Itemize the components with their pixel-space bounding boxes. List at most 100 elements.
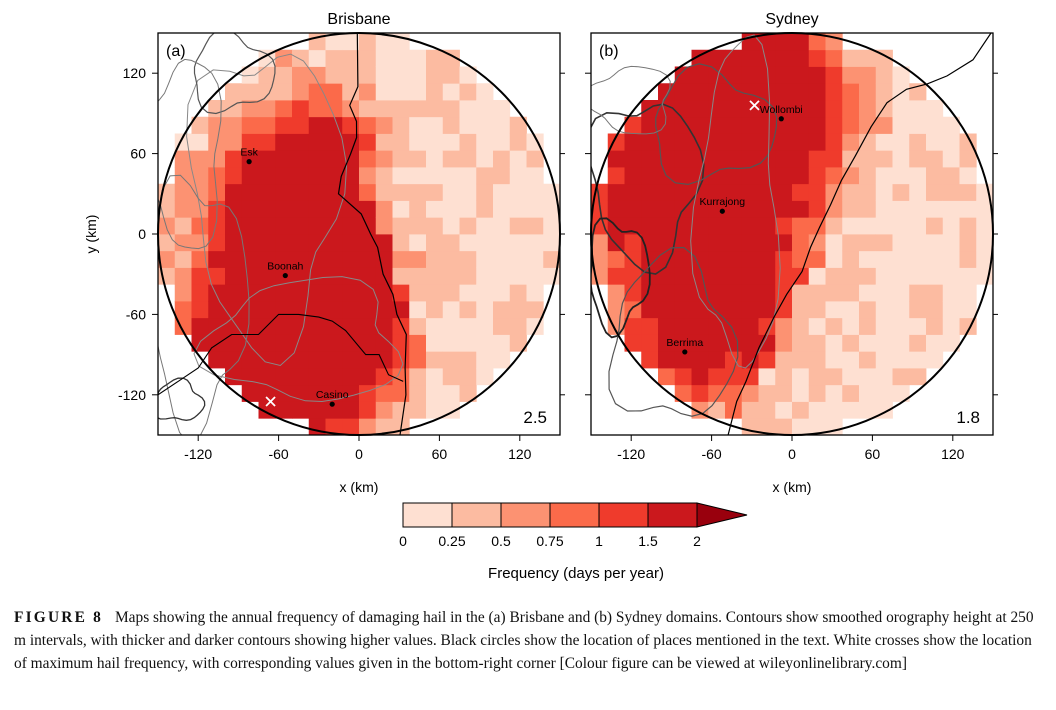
- hail-cell: [875, 334, 893, 352]
- hail-cell: [808, 183, 826, 201]
- hail-cell: [409, 66, 427, 84]
- hail-cell: [509, 267, 527, 285]
- hail-cell: [325, 83, 343, 101]
- hail-cell: [375, 250, 393, 268]
- place-label: Berrima: [666, 337, 703, 349]
- hail-cell: [976, 234, 993, 252]
- hail-cell: [275, 183, 293, 201]
- colorbar-level-label: 0.75: [536, 533, 563, 549]
- hail-cell: [359, 49, 377, 67]
- hail-cell: [808, 150, 826, 168]
- hail-cell: [241, 317, 259, 335]
- hail-cell: [325, 250, 343, 268]
- hail-cell: [691, 301, 709, 319]
- hail-cell: [892, 368, 910, 386]
- hail-cell: [308, 49, 326, 67]
- hail-cell: [409, 401, 427, 419]
- hail-cell: [392, 284, 410, 302]
- hail-cell: [859, 217, 877, 235]
- x-tick-label: 60: [432, 446, 448, 462]
- hail-cell: [691, 317, 709, 335]
- hail-cell: [342, 301, 360, 319]
- hail-cell: [325, 100, 343, 118]
- hail-cell: [225, 150, 243, 168]
- hail-cell: [509, 150, 527, 168]
- hail-cell: [459, 100, 477, 118]
- orography-contour: [158, 58, 222, 250]
- place-label: Casino: [316, 389, 349, 401]
- hail-cell: [691, 234, 709, 252]
- hail-cell: [225, 100, 243, 118]
- hail-cell: [359, 351, 377, 369]
- hail-cell: [442, 334, 460, 352]
- hail-cell: [359, 250, 377, 268]
- hail-cell: [409, 49, 427, 67]
- hail-cell: [258, 368, 276, 386]
- hail-cell: [493, 317, 511, 335]
- hail-cell: [691, 351, 709, 369]
- hail-cell: [859, 401, 877, 419]
- hail-cell: [409, 368, 427, 386]
- hail-cell: [875, 317, 893, 335]
- colorbar-title: Frequency (days per year): [488, 565, 664, 582]
- max-frequency-value: 1.8: [956, 408, 980, 427]
- hail-cell: [208, 217, 226, 235]
- hail-cell: [442, 217, 460, 235]
- hail-cell: [476, 217, 494, 235]
- hail-cell: [225, 334, 243, 352]
- hail-cell: [825, 250, 843, 268]
- hail-cell: [725, 133, 743, 151]
- hail-cell: [241, 116, 259, 134]
- hail-cell: [825, 368, 843, 386]
- hail-cell: [775, 200, 793, 218]
- hail-cell: [158, 234, 176, 252]
- panel-sydney: Sydney Wollombi Kurrajong Berrima -120 -60 0…: [585, 11, 998, 495]
- hail-cell: [526, 301, 544, 319]
- hail-cell: [674, 66, 692, 84]
- hail-cell: [758, 167, 776, 185]
- hail-cell: [658, 183, 676, 201]
- hail-cell: [543, 250, 560, 268]
- hail-cell: [808, 334, 826, 352]
- hail-cell: [392, 83, 410, 101]
- hail-cell: [959, 284, 977, 302]
- hail-cell: [825, 133, 843, 151]
- hail-cell: [892, 183, 910, 201]
- hail-cell: [708, 334, 726, 352]
- x-axis-label: x (km): [773, 479, 812, 495]
- hail-cell: [493, 267, 511, 285]
- hail-cell: [442, 351, 460, 369]
- hail-cell: [842, 317, 860, 335]
- hail-cell: [825, 167, 843, 185]
- hail-cell: [808, 401, 826, 419]
- hail-cell: [741, 183, 759, 201]
- hail-cell: [459, 284, 477, 302]
- hail-cell: [775, 267, 793, 285]
- hail-cell: [493, 351, 511, 369]
- hail-cell: [842, 351, 860, 369]
- orography-contour: [690, 34, 781, 369]
- place-dot: [682, 349, 688, 355]
- hail-cell: [658, 234, 676, 252]
- place-label: Kurrajong: [700, 196, 746, 208]
- hail-cell: [926, 351, 944, 369]
- y-tick-label: 60: [130, 146, 146, 162]
- hail-cell: [641, 351, 659, 369]
- hail-cell: [442, 150, 460, 168]
- hail-cell: [275, 100, 293, 118]
- hail-cell: [959, 167, 977, 185]
- hail-cell: [258, 334, 276, 352]
- hail-cell: [792, 334, 810, 352]
- hail-cell: [225, 83, 243, 101]
- hail-cell: [942, 301, 960, 319]
- hail-cell: [607, 150, 625, 168]
- hail-cell: [225, 234, 243, 252]
- axis-ticks: -120 -60 0 60 120: [585, 72, 998, 462]
- hail-cell: [442, 317, 460, 335]
- hail-cell: [842, 401, 860, 419]
- hail-cell: [909, 150, 927, 168]
- hail-cell: [442, 116, 460, 134]
- hail-cell: [641, 150, 659, 168]
- hail-cell: [241, 284, 259, 302]
- hail-cell: [509, 167, 527, 185]
